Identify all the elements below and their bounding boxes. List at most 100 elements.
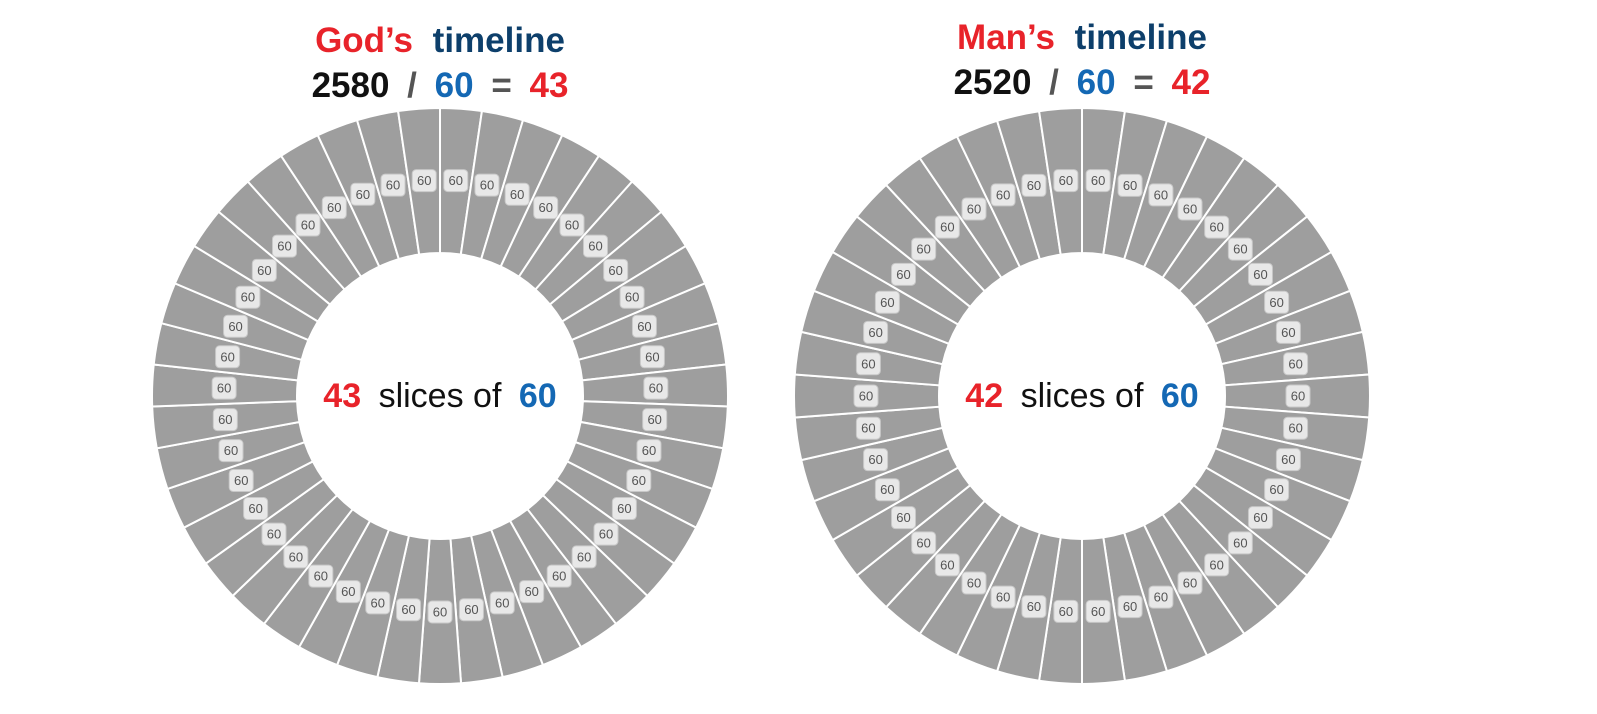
slice-value-label: 60 <box>1247 506 1273 530</box>
slice-value-label: 60 <box>1117 173 1143 197</box>
slice-value-text: 60 <box>277 239 291 254</box>
slice-value-text: 60 <box>1123 599 1137 614</box>
slice-value-label: 60 <box>642 408 668 432</box>
slice-value-label: 60 <box>911 237 937 261</box>
slice-value-label: 60 <box>1247 262 1273 286</box>
slice-value-text: 60 <box>1281 452 1295 467</box>
mans-timeline-chart: Man’s timeline 2520 / 60 = 42 60 60606060… <box>793 18 1371 686</box>
slice-label-box <box>642 408 668 432</box>
slice-value-label: 60 <box>1117 595 1143 619</box>
slice-value-label: 60 <box>891 506 917 530</box>
slice-value-label: 60 <box>855 416 881 440</box>
slice-value-text: 60 <box>868 325 882 340</box>
slice-value-text: 60 <box>1253 510 1267 525</box>
slice-value-text: 60 <box>341 584 355 599</box>
equation-result: 43 <box>530 66 569 105</box>
slice-value-text: 60 <box>967 576 981 591</box>
slice-label-box <box>1148 183 1174 207</box>
slice-label-box <box>380 173 406 197</box>
slice-label-box <box>546 564 572 588</box>
slice-label-box <box>443 169 469 193</box>
slice-value-text: 60 <box>495 595 509 610</box>
slice-value-text: 60 <box>861 421 875 436</box>
slice-value-text: 60 <box>356 187 370 202</box>
slice-value-text: 60 <box>1027 599 1041 614</box>
slice-value-label: 60 <box>228 468 254 492</box>
slice-value-label: 60 <box>443 169 469 193</box>
slice-value-label: 60 <box>1177 197 1203 221</box>
slice-value-text: 60 <box>371 595 385 610</box>
slice-value-label: 60 <box>891 262 917 286</box>
slice-label-box <box>1247 262 1273 286</box>
slice-value-text: 60 <box>940 220 954 235</box>
slice-value-label: 60 <box>458 598 484 622</box>
slice-value-text: 60 <box>1123 178 1137 193</box>
slice-label-box <box>1247 506 1273 530</box>
slice-value-label: 60 <box>1264 290 1290 314</box>
slice-value-label: 60 <box>211 376 237 400</box>
slice-label-box <box>911 237 937 261</box>
slice-label-box <box>228 468 254 492</box>
slice-value-text: 60 <box>464 602 478 617</box>
gods-equation: 2580 / 60 = 43 <box>312 66 569 105</box>
slice-value-label: 60 <box>1204 553 1230 577</box>
slice-value-label: 60 <box>990 585 1016 609</box>
slice-value-text: 60 <box>1091 604 1105 619</box>
slice-label-box <box>593 522 619 546</box>
slice-value-text: 60 <box>314 569 328 584</box>
slice-value-label: 60 <box>546 564 572 588</box>
slice-value-text: 60 <box>401 602 415 617</box>
slice-value-label: 60 <box>583 234 608 258</box>
center-size: 60 <box>1161 377 1199 415</box>
slice-value-text: 60 <box>480 178 494 193</box>
slice-label-box <box>1227 237 1253 261</box>
equation-equals: = <box>491 66 511 105</box>
slice-label-box <box>990 183 1016 207</box>
slice-label-box <box>990 585 1016 609</box>
slice-label-box <box>243 497 269 521</box>
slice-value-text: 60 <box>1269 482 1283 497</box>
slice-value-text: 60 <box>234 473 248 488</box>
equation-slash: / <box>407 66 417 105</box>
slice-value-label: 60 <box>295 213 321 237</box>
slice-label-box <box>261 522 287 546</box>
slice-value-text: 60 <box>1209 220 1223 235</box>
slice-label-box <box>212 408 238 432</box>
slice-value-label: 60 <box>636 439 662 463</box>
slice-label-box <box>308 564 334 588</box>
gods-center-caption: 43 slices of 60 <box>323 377 556 415</box>
slice-value-label: 60 <box>533 196 559 220</box>
slice-label-box <box>1177 197 1203 221</box>
slice-value-text: 60 <box>327 200 341 215</box>
slice-value-label: 60 <box>1204 215 1230 239</box>
slice-value-text: 60 <box>632 473 646 488</box>
slice-value-text: 60 <box>257 263 271 278</box>
slice-label-box <box>643 376 669 400</box>
slice-value-label: 60 <box>519 580 545 604</box>
slice-value-label: 60 <box>643 376 669 400</box>
slice-label-box <box>458 598 484 622</box>
slice-value-label: 60 <box>218 439 244 463</box>
slice-value-label: 60 <box>1275 448 1301 472</box>
slice-value-label: 60 <box>639 345 665 369</box>
slice-value-label: 60 <box>474 173 500 197</box>
slice-value-label: 60 <box>350 182 376 206</box>
slice-label-box <box>1085 599 1111 623</box>
slice-label-box <box>1177 571 1203 595</box>
slice-value-text: 60 <box>1269 295 1283 310</box>
slice-value-label: 60 <box>1148 585 1174 609</box>
slice-label-box <box>1275 448 1301 472</box>
slice-value-label: 60 <box>1053 169 1079 193</box>
slice-value-label: 60 <box>1285 384 1311 408</box>
slice-value-text: 60 <box>896 267 910 282</box>
slice-value-text: 60 <box>241 290 255 305</box>
slice-value-text: 60 <box>433 605 447 620</box>
equation-divisor: 60 <box>1077 63 1116 102</box>
slice-value-label: 60 <box>365 591 391 615</box>
slice-label-box <box>853 384 879 408</box>
slice-label-box <box>639 345 665 369</box>
slice-value-text: 60 <box>1281 325 1295 340</box>
slice-value-label: 60 <box>1148 183 1174 207</box>
slice-value-text: 60 <box>588 239 602 254</box>
slice-value-text: 60 <box>565 218 579 233</box>
